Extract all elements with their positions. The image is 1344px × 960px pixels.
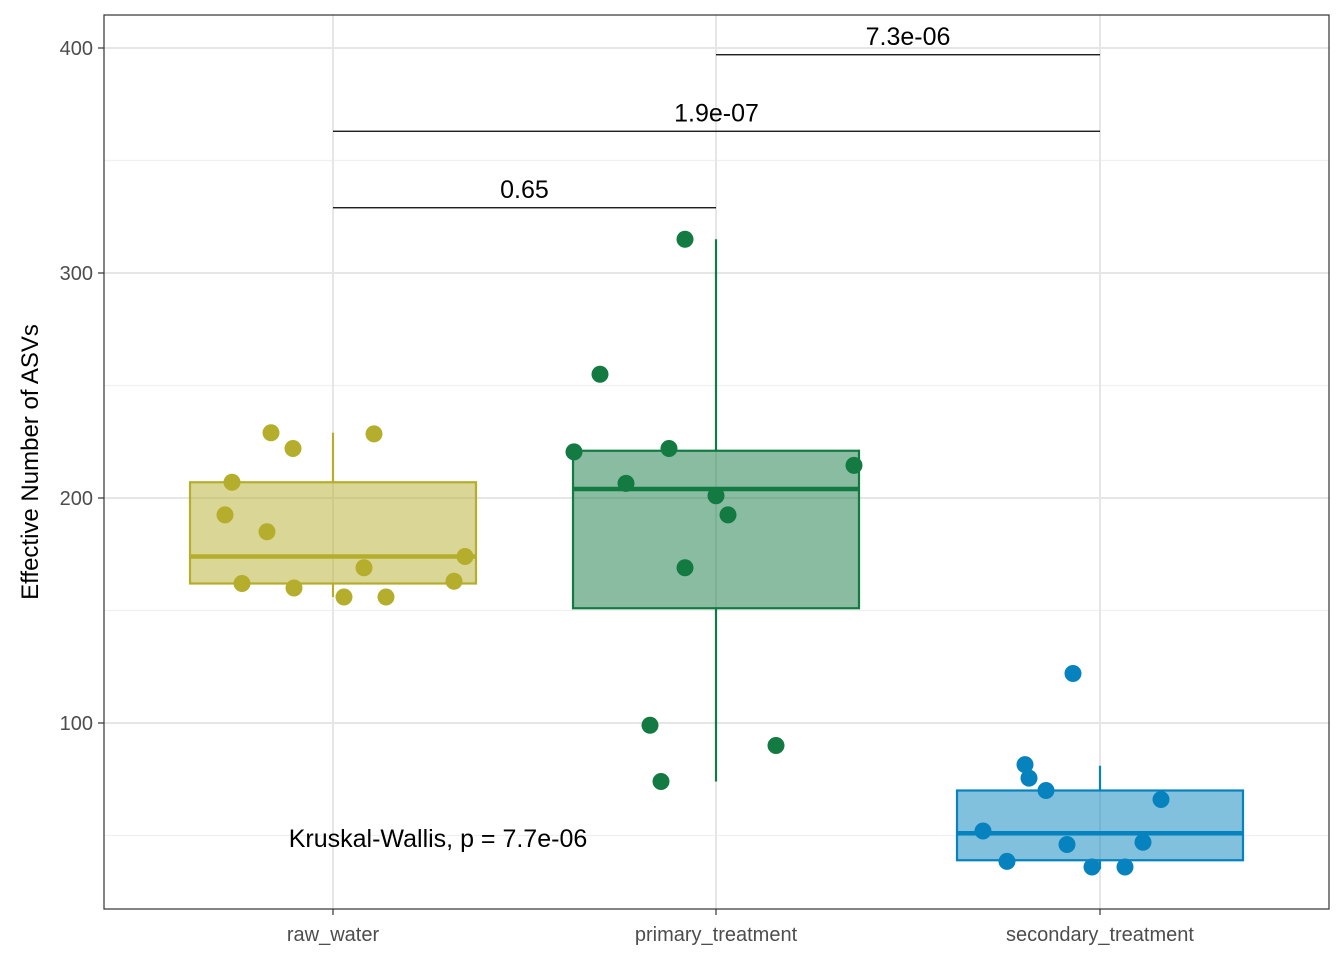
- data-point-primary_treatment: [641, 716, 659, 734]
- pairwise-comparisons: 0.65 1.9e-07 7.3e-06: [333, 23, 1100, 209]
- y-tick-label: 300: [60, 263, 93, 285]
- boxes: [188, 239, 1245, 870]
- data-point-secondary_treatment: [1152, 791, 1170, 808]
- x-tick-label: secondary_treatment: [1006, 924, 1194, 946]
- data-point-raw_water: [223, 473, 241, 491]
- data-point-primary_treatment: [676, 559, 694, 577]
- data-point-raw_water: [445, 572, 463, 590]
- data-point-raw_water: [377, 588, 395, 606]
- y-tick-label: 400: [60, 38, 93, 60]
- data-point-primary_treatment: [845, 456, 863, 474]
- data-point-raw_water: [355, 559, 373, 577]
- data-point-primary_treatment: [707, 487, 725, 505]
- x-tick-label: primary_treatment: [635, 924, 798, 946]
- data-point-raw_water: [285, 579, 303, 597]
- data-point-raw_water: [216, 506, 234, 524]
- data-point-raw_water: [335, 588, 353, 606]
- data-points: [216, 230, 1170, 876]
- data-point-primary_treatment: [676, 230, 694, 248]
- box-iqr: [571, 449, 861, 610]
- comparison-p-value: 0.65: [500, 176, 549, 204]
- y-axis-title: Effective Number of ASVs: [17, 324, 44, 600]
- data-point-primary_treatment: [565, 443, 583, 461]
- data-point-primary_treatment: [719, 506, 737, 524]
- x-axis: raw_water primary_treatment secondary_trea…: [287, 909, 1194, 946]
- y-tick-label: 100: [60, 713, 93, 735]
- box-secondary_treatment: [955, 765, 1245, 870]
- data-point-secondary_treatment: [1016, 756, 1034, 774]
- data-point-secondary_treatment: [1020, 769, 1038, 787]
- comparison-p-value: 7.3e-06: [866, 23, 951, 51]
- box-iqr: [188, 481, 478, 585]
- data-point-primary_treatment: [652, 773, 670, 790]
- kruskal-wallis-annotation: Kruskal-Wallis, p = 7.7e-06: [289, 825, 588, 853]
- data-point-secondary_treatment: [1116, 858, 1134, 876]
- box-iqr: [955, 789, 1245, 862]
- x-tick-label: raw_water: [287, 924, 380, 946]
- comparison-p-value: 1.9e-07: [674, 99, 759, 127]
- y-tick-label: 200: [60, 488, 93, 510]
- data-point-secondary_treatment: [1134, 833, 1152, 851]
- data-point-raw_water: [365, 425, 383, 443]
- data-point-secondary_treatment: [1058, 836, 1076, 853]
- data-point-raw_water: [284, 440, 302, 457]
- y-axis: 100 200 300 400: [60, 38, 104, 735]
- box-raw_water: [188, 432, 478, 597]
- data-point-raw_water: [258, 523, 276, 541]
- data-point-raw_water: [233, 575, 251, 592]
- data-point-secondary_treatment: [974, 822, 992, 840]
- data-point-secondary_treatment: [1064, 665, 1082, 682]
- data-point-primary_treatment: [660, 440, 678, 457]
- data-point-secondary_treatment: [1037, 782, 1055, 799]
- data-point-secondary_treatment: [1083, 858, 1101, 876]
- data-point-primary_treatment: [617, 474, 635, 492]
- data-point-raw_water: [262, 424, 280, 442]
- data-point-primary_treatment: [767, 737, 785, 754]
- data-point-primary_treatment: [591, 365, 609, 383]
- data-point-raw_water: [456, 548, 474, 565]
- data-point-secondary_treatment: [998, 852, 1016, 870]
